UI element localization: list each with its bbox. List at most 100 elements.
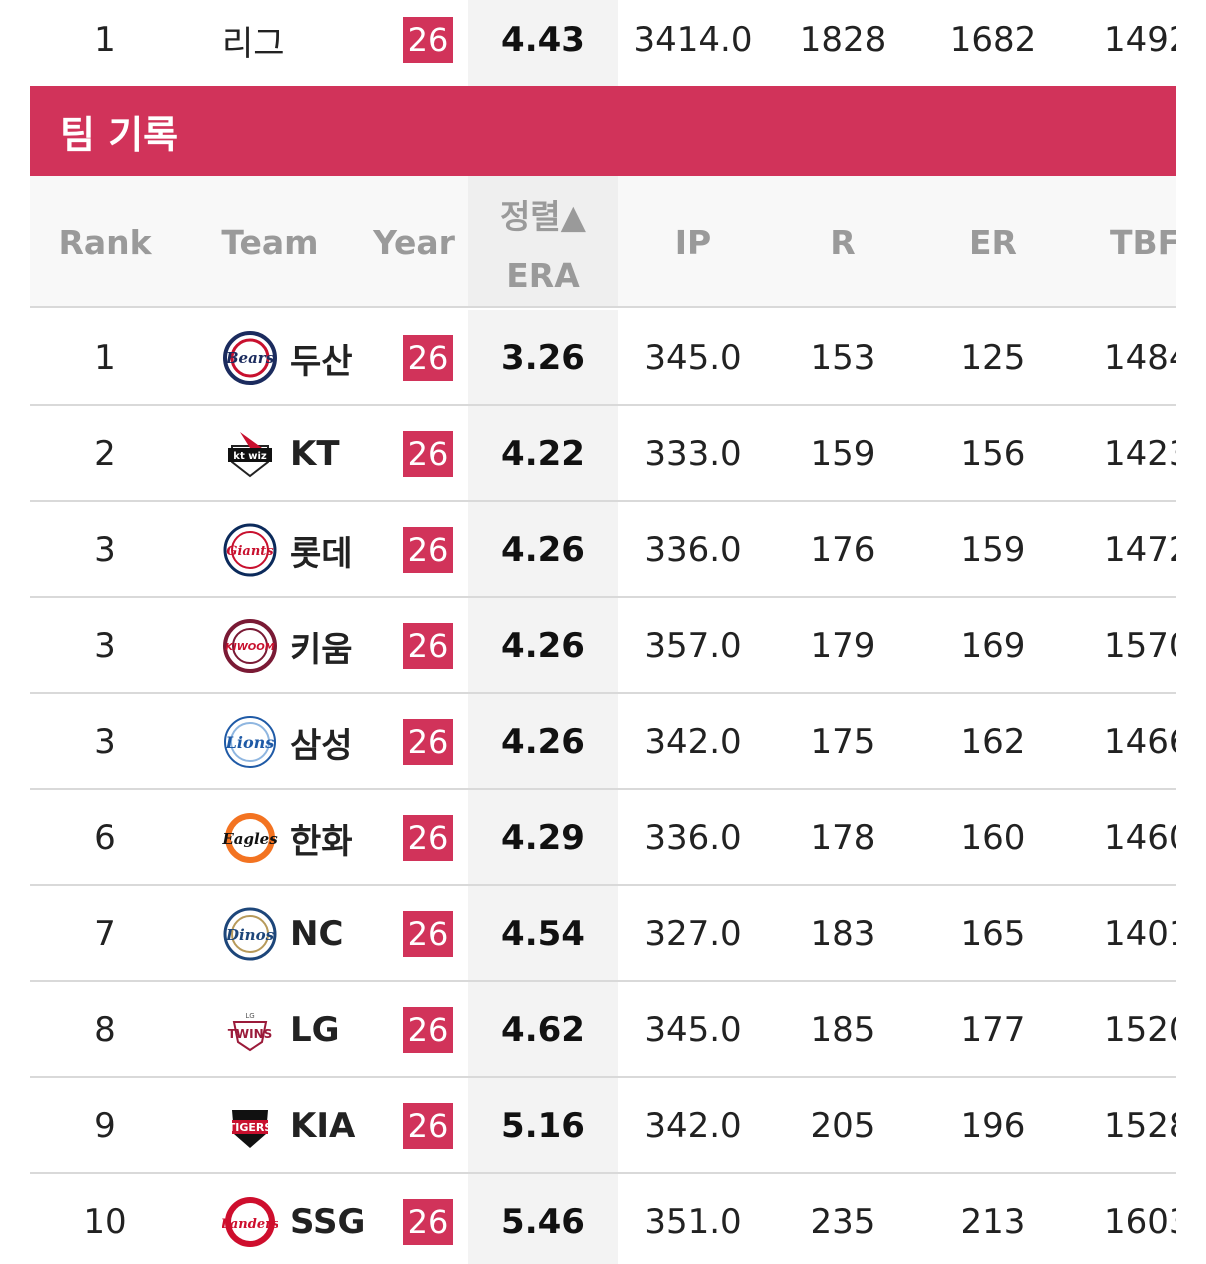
year-badge[interactable]: 26 [403, 815, 453, 861]
col-team-header[interactable]: Team [221, 222, 319, 262]
er-cell: 156 [960, 434, 1026, 474]
ip-cell: 345.0 [644, 1010, 742, 1050]
tbf-cell: 1484 [1104, 338, 1176, 378]
rank-cell: 2 [94, 434, 116, 474]
twins-logo: TWINS LG [180, 1002, 290, 1058]
col-rank-header[interactable]: Rank [58, 222, 152, 262]
table-row[interactable]: 7 Dinos NC 26 4.54 327.0 183 165 1401 [30, 886, 1176, 982]
col-ip-header[interactable]: IP [674, 222, 712, 262]
ip-cell: 333.0 [644, 434, 742, 474]
r-cell: 235 [810, 1202, 876, 1242]
year-badge[interactable]: 26 [403, 1199, 453, 1245]
col-r-header[interactable]: R [830, 222, 856, 262]
era-cell: 4.54 [468, 886, 618, 982]
team-cell[interactable]: Bears 두산 [180, 310, 388, 406]
r-cell: 175 [810, 722, 876, 762]
rank-cell: 9 [94, 1106, 116, 1146]
rank-cell: 7 [94, 914, 116, 954]
tbf-cell: 1401 [1104, 914, 1176, 954]
team-cell[interactable]: Giants 롯데 [180, 502, 388, 598]
er-cell: 169 [960, 626, 1026, 666]
row-divider [30, 884, 1176, 886]
year-badge[interactable]: 26 [403, 623, 453, 669]
er-cell: 213 [960, 1202, 1026, 1242]
er-cell: 196 [960, 1106, 1026, 1146]
league-ip: 3414.0 [633, 20, 753, 60]
table-row[interactable]: 3 KIWOOM 키움 26 4.26 357.0 179 169 1570 [30, 598, 1176, 694]
row-divider [30, 596, 1176, 598]
league-era: 4.43 [468, 0, 618, 88]
team-cell[interactable]: Eagles 한화 [180, 790, 388, 886]
col-er-header[interactable]: ER [969, 222, 1017, 262]
year-badge[interactable]: 26 [403, 335, 453, 381]
svg-text:Dinos: Dinos [225, 926, 275, 944]
svg-text:TIGERS: TIGERS [228, 1121, 273, 1134]
team-name[interactable]: 두산 [290, 341, 353, 382]
row-divider [30, 404, 1176, 406]
rank-cell: 3 [94, 722, 116, 762]
table-row[interactable]: 6 Eagles 한화 26 4.29 336.0 178 160 1460 [30, 790, 1176, 886]
row-divider [30, 1076, 1176, 1078]
year-badge[interactable]: 26 [403, 527, 453, 573]
team-name[interactable]: 한화 [290, 821, 353, 862]
tbf-cell: 1603 [1104, 1202, 1176, 1242]
r-cell: 183 [810, 914, 876, 954]
svg-text:Bears: Bears [225, 349, 275, 367]
col-tbf-header[interactable]: TBF [1110, 222, 1176, 262]
r-cell: 176 [810, 530, 876, 570]
col-year-header[interactable]: Year [373, 222, 455, 262]
team-cell[interactable]: Dinos NC [180, 886, 388, 982]
team-cell[interactable]: Landers SSG [180, 1174, 388, 1264]
team-cell[interactable]: kt wiz KT [180, 406, 388, 502]
team-name[interactable]: SSG [290, 1202, 366, 1242]
er-cell: 125 [960, 338, 1026, 378]
bears-logo: Bears [180, 330, 290, 386]
er-cell: 160 [960, 818, 1026, 858]
svg-text:Lions: Lions [225, 733, 275, 752]
era-cell: 5.46 [468, 1174, 618, 1264]
team-name[interactable]: KT [290, 434, 340, 474]
era-cell: 3.26 [468, 310, 618, 406]
team-name[interactable]: 롯데 [290, 533, 353, 574]
tbf-cell: 1520 [1104, 1010, 1176, 1050]
rank-cell: 1 [94, 338, 116, 378]
team-name[interactable]: LG [290, 1010, 340, 1050]
era-cell: 4.26 [468, 694, 618, 790]
row-divider [30, 500, 1176, 502]
ip-cell: 342.0 [644, 722, 742, 762]
team-cell[interactable]: Lions 삼성 [180, 694, 388, 790]
league-row: 1 리그 26 4.43 3414.0 1828 1682 1492 [30, 0, 1176, 88]
ip-cell: 336.0 [644, 530, 742, 570]
year-badge[interactable]: 26 [403, 17, 453, 63]
era-cell: 4.26 [468, 598, 618, 694]
year-badge[interactable]: 26 [403, 431, 453, 477]
table-row[interactable]: 3 Giants 롯데 26 4.26 336.0 176 159 1472 [30, 502, 1176, 598]
team-name[interactable]: KIA [290, 1106, 356, 1146]
era-cell: 4.26 [468, 502, 618, 598]
year-badge[interactable]: 26 [403, 1103, 453, 1149]
year-badge[interactable]: 26 [403, 1007, 453, 1053]
sort-indicator[interactable]: 정렬▲ [499, 196, 587, 236]
team-name[interactable]: 키움 [290, 629, 353, 670]
er-cell: 177 [960, 1010, 1026, 1050]
r-cell: 178 [810, 818, 876, 858]
svg-text:LG: LG [245, 1012, 254, 1020]
table-row[interactable]: 10 Landers SSG 26 5.46 351.0 235 213 1603 [30, 1174, 1176, 1264]
team-name[interactable]: 삼성 [290, 725, 353, 766]
team-cell[interactable]: TIGERS KIA [180, 1078, 388, 1174]
year-badge[interactable]: 26 [403, 911, 453, 957]
table-row[interactable]: 8 TWINS LG LG 26 4.62 345.0 185 177 1520 [30, 982, 1176, 1078]
col-era-header[interactable]: 정렬▲ ERA [468, 176, 618, 308]
team-name[interactable]: NC [290, 914, 344, 954]
year-badge[interactable]: 26 [403, 719, 453, 765]
section-header-bar: 팀 기록 [30, 86, 1176, 176]
er-cell: 165 [960, 914, 1026, 954]
team-cell[interactable]: TWINS LG LG [180, 982, 388, 1078]
table-row[interactable]: 1 Bears 두산 26 3.26 345.0 153 125 1484 [30, 310, 1176, 406]
table-row[interactable]: 9 TIGERS KIA 26 5.16 342.0 205 196 1528 [30, 1078, 1176, 1174]
team-cell[interactable]: KIWOOM 키움 [180, 598, 388, 694]
tigers-logo: TIGERS [180, 1098, 290, 1154]
ip-cell: 342.0 [644, 1106, 742, 1146]
